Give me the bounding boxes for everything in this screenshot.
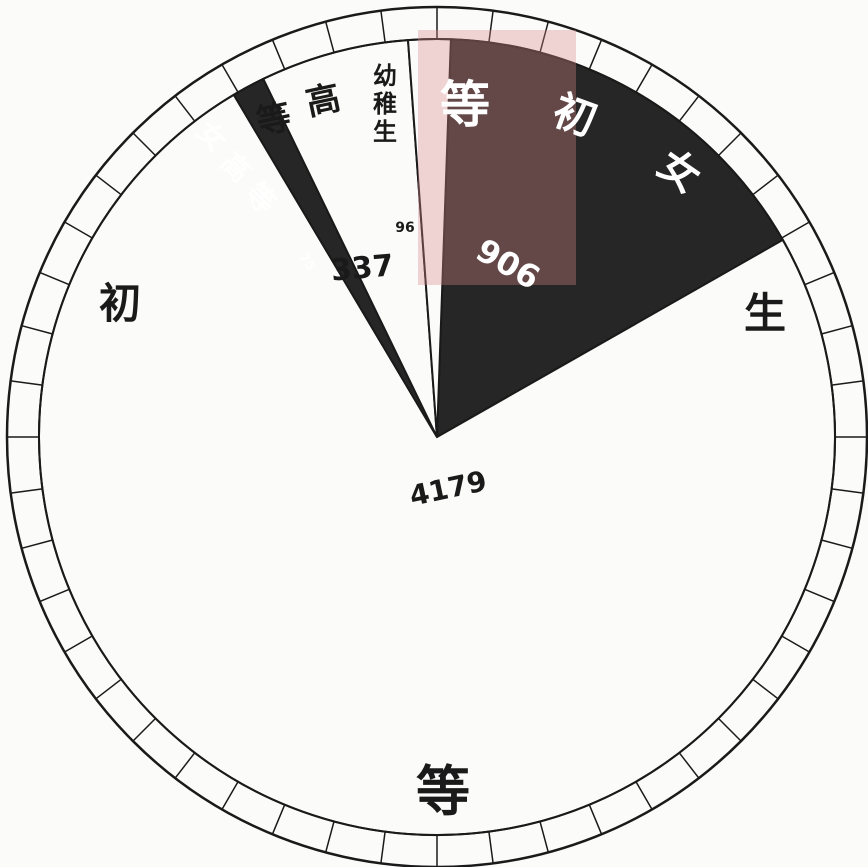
rim-tick: [539, 821, 550, 853]
rim-tick: [271, 804, 286, 835]
value-label-higher: 337: [329, 248, 394, 288]
rim-tick: [95, 174, 122, 196]
rim-tick: [39, 588, 70, 603]
rim-tick: [821, 539, 853, 550]
rim-tick: [221, 64, 239, 93]
kindergarten-char-2: 稚: [373, 89, 397, 118]
rim-tick: [174, 95, 196, 122]
rim-tick: [678, 752, 700, 779]
rim-tick: [380, 10, 386, 43]
rim-tick: [64, 221, 93, 239]
rim-tick: [488, 10, 494, 43]
rim-tick: [752, 174, 779, 196]
rim-tick: [132, 132, 157, 157]
female-primary-char-1: 等: [440, 75, 490, 134]
rim-tick: [95, 678, 122, 700]
rim-tick: [678, 95, 700, 122]
rim-tick: [39, 271, 70, 286]
rim-tick: [781, 635, 810, 653]
rim-tick: [132, 717, 157, 742]
rim-tick: [380, 831, 386, 864]
kindergarten-char-1: 幼: [373, 61, 397, 90]
pie-rim: [5, 5, 868, 867]
rim-tick: [821, 324, 853, 335]
rim-tick: [324, 821, 335, 853]
rim-tick: [21, 539, 53, 550]
rim-tick: [10, 380, 43, 386]
label-char-deng: 等: [416, 759, 470, 823]
rim-tick: [539, 21, 550, 53]
rim-tick: [10, 488, 43, 494]
rim-tick: [831, 488, 864, 494]
rim-tick: [488, 831, 494, 864]
rim-tick: [804, 271, 835, 286]
red-stamp: [418, 30, 576, 285]
rim-tick: [831, 380, 864, 386]
rim-tick: [717, 717, 742, 742]
label-char-chu: 初: [99, 279, 141, 328]
rim-tick: [588, 804, 603, 835]
rim-tick: [635, 64, 653, 93]
rim-tick: [781, 221, 810, 239]
label-char-sheng: 生: [744, 289, 786, 338]
rim-tick: [174, 752, 196, 779]
kindergarten-char-3: 生: [373, 117, 397, 146]
rim-tick: [21, 324, 53, 335]
rim-tick: [804, 588, 835, 603]
rim-tick: [588, 39, 603, 70]
higher-char-1: 等: [253, 97, 295, 143]
rim-tick: [752, 678, 779, 700]
rim-tick: [717, 132, 742, 157]
rim-tick: [64, 635, 93, 653]
rim-tick: [324, 21, 335, 53]
rim-tick: [635, 781, 653, 810]
higher-char-2: 高: [302, 78, 344, 124]
pie-wedges: [38, 37, 836, 836]
rim-tick: [271, 39, 286, 70]
rim-tick: [221, 781, 239, 810]
value-label-kindergarten: 96: [395, 220, 414, 236]
